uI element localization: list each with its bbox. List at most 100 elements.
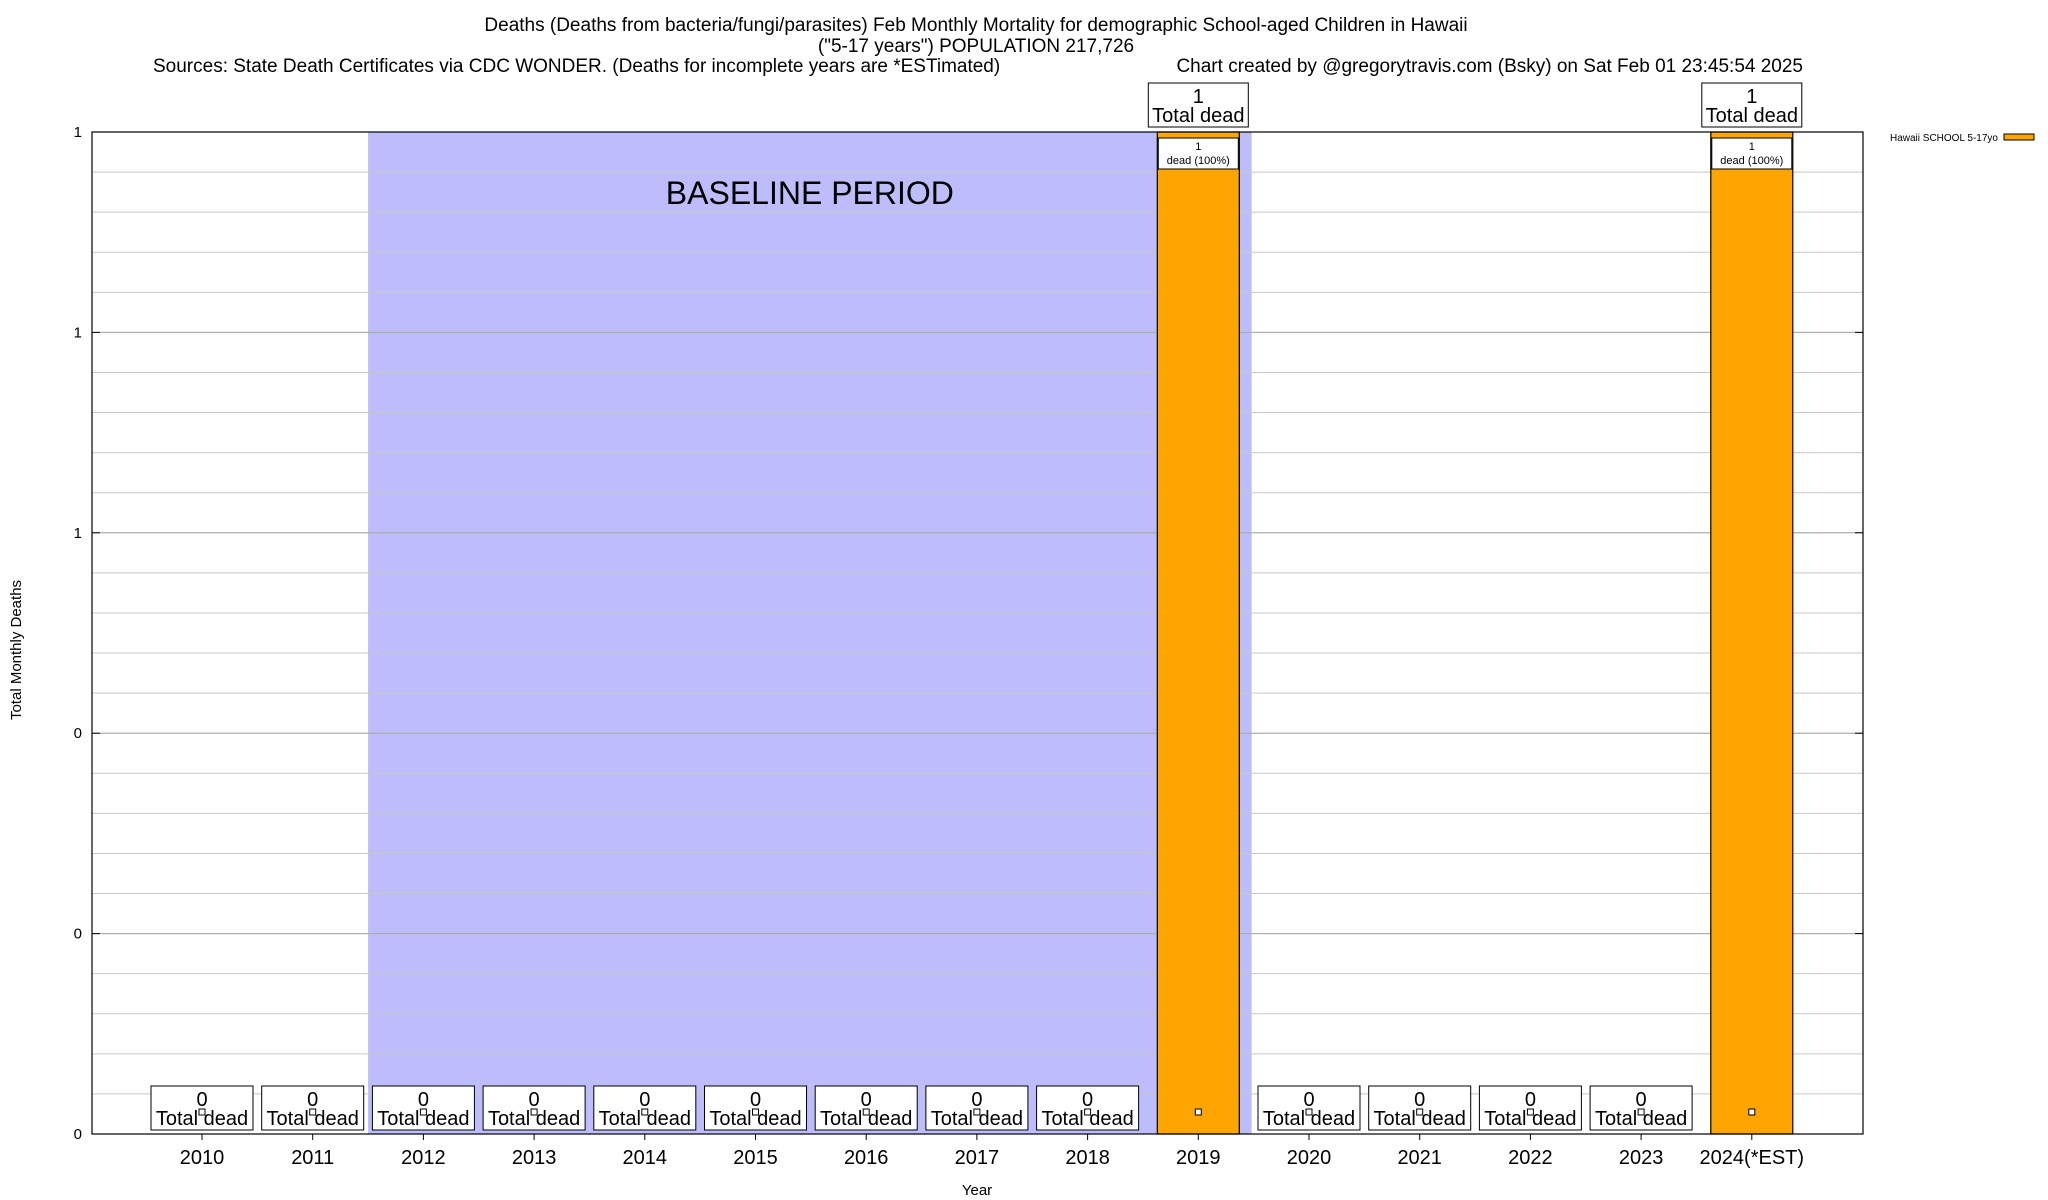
segment-label-box xyxy=(1711,137,1793,170)
x-tick-label: 2020 xyxy=(1287,1147,1332,1169)
x-tick-label: 2018 xyxy=(1065,1147,1110,1169)
segment-label-box xyxy=(1157,137,1239,170)
total-label-text: Total dead xyxy=(156,1108,248,1130)
x-marker xyxy=(419,1108,427,1116)
total-label-text: Total dead xyxy=(488,1108,580,1130)
segment-label-text: dead (100%) xyxy=(1720,155,1783,167)
bar-2019 xyxy=(1156,131,1240,1135)
segment-label-text: dead (100%) xyxy=(1167,155,1230,167)
x-tick-label: 2011 xyxy=(291,1147,334,1169)
x-axis-label: Year xyxy=(962,1182,992,1199)
x-marker xyxy=(1526,1108,1534,1116)
x-tick-label: 2010 xyxy=(180,1147,225,1169)
x-tick-label: 2024(*EST) xyxy=(1700,1147,1805,1169)
x-tick-label: 2017 xyxy=(955,1147,1000,1169)
total-label-value: 0 xyxy=(750,1089,761,1111)
total-label-value: 0 xyxy=(418,1089,429,1111)
baseline-period-band xyxy=(368,132,1252,1134)
legend-swatch xyxy=(2003,133,2035,141)
x-marker xyxy=(1416,1108,1424,1116)
x-marker xyxy=(1305,1108,1313,1116)
total-label-box xyxy=(1257,1085,1361,1131)
x-marker xyxy=(1637,1108,1645,1116)
total-label-text: Total dead xyxy=(1595,1108,1687,1130)
total-label-text: Total dead xyxy=(1706,105,1798,127)
x-marker xyxy=(530,1108,538,1116)
total-label-value: 0 xyxy=(1303,1089,1314,1111)
total-label-value: 0 xyxy=(307,1089,318,1111)
x-marker xyxy=(752,1108,759,1116)
total-label-text: Total dead xyxy=(599,1108,691,1130)
total-label-box xyxy=(1701,82,1803,128)
total-label-value: 0 xyxy=(1082,1089,1093,1111)
segment-label-value: 1 xyxy=(1195,141,1201,153)
segment-label-value: 1 xyxy=(1749,141,1755,153)
x-marker xyxy=(309,1108,317,1116)
legend: Hawaii SCHOOL 5-17yo xyxy=(1890,133,2035,144)
total-label-box xyxy=(814,1085,918,1131)
total-label-text: Total dead xyxy=(1263,1108,1355,1130)
total-label-text: Total dead xyxy=(820,1108,912,1130)
y-tick-label: 0 xyxy=(74,926,82,943)
total-label-box xyxy=(1589,1085,1693,1131)
x-tick-label: 2019 xyxy=(1176,1147,1221,1169)
total-label-box xyxy=(1036,1085,1140,1131)
total-label-value: 0 xyxy=(1525,1089,1536,1111)
total-label-box xyxy=(482,1085,586,1131)
total-label-box xyxy=(1368,1085,1472,1131)
total-label-text: Total dead xyxy=(267,1108,359,1130)
y-tick-label: 0 xyxy=(74,725,82,742)
x-tick-label: 2014 xyxy=(623,1147,668,1169)
total-label-value: 0 xyxy=(1414,1089,1425,1111)
chart-credit: Chart created by @gregorytravis.com (Bsk… xyxy=(1176,56,1803,77)
x-marker xyxy=(1084,1108,1092,1116)
x-tick-label: 2023 xyxy=(1619,1147,1664,1169)
total-label-text: Total dead xyxy=(1152,105,1244,127)
total-label-value: 0 xyxy=(971,1089,982,1111)
total-label-box xyxy=(150,1085,254,1131)
x-tick-label: 2015 xyxy=(733,1147,778,1169)
chart-title: Deaths (Deaths from bacteria/fungi/paras… xyxy=(484,15,1467,36)
total-label-value: 0 xyxy=(639,1089,650,1111)
y-tick-label: 0 xyxy=(74,1126,82,1143)
total-label-box xyxy=(1147,82,1249,128)
baseline-period-label: BASELINE PERIOD xyxy=(666,175,954,211)
x-marker xyxy=(862,1108,870,1116)
total-label-text: Total dead xyxy=(1041,1108,1133,1130)
total-label-text: Total dead xyxy=(377,1108,469,1130)
total-label-value: 1 xyxy=(1193,86,1204,108)
legend-label: Hawaii SCHOOL 5-17yo xyxy=(1890,133,1998,144)
x-marker xyxy=(1194,1108,1202,1116)
total-label-value: 1 xyxy=(1746,86,1757,108)
y-tick-label: 1 xyxy=(74,124,82,141)
total-label-text: Total dead xyxy=(709,1108,801,1130)
x-marker xyxy=(198,1108,206,1116)
total-label-box xyxy=(371,1085,475,1131)
y-tick-label: 1 xyxy=(74,324,82,341)
total-label-box xyxy=(704,1085,807,1131)
x-tick-label: 2022 xyxy=(1508,1147,1553,1169)
y-tick-label: 1 xyxy=(74,525,82,542)
x-tick-label: 2013 xyxy=(512,1147,557,1169)
total-label-box xyxy=(925,1085,1029,1131)
total-label-value: 0 xyxy=(1636,1089,1647,1111)
plot-area xyxy=(91,131,1864,1140)
x-tick-label: 2012 xyxy=(401,1147,446,1169)
y-axis-label: Total Monthly Deaths xyxy=(8,580,25,720)
chart-subtitle: ("5-17 years") POPULATION 217,726 xyxy=(818,36,1134,57)
x-tick-label: 2021 xyxy=(1397,1147,1442,1169)
total-label-value: 0 xyxy=(196,1089,207,1111)
total-label-box xyxy=(261,1085,365,1131)
total-label-box xyxy=(593,1085,697,1131)
total-label-value: 0 xyxy=(861,1089,872,1111)
chart-sources: Sources: State Death Certificates via CD… xyxy=(153,56,1000,77)
total-label-text: Total dead xyxy=(1484,1108,1576,1130)
plot-frame xyxy=(91,131,1864,1135)
total-label-text: Total dead xyxy=(931,1108,1023,1130)
chart-labels: BASELINE PERIOD 1 dead (100%) 1 dead (100%) 0… xyxy=(74,82,1805,1169)
bar-2024(*EST) xyxy=(1710,131,1794,1135)
x-marker xyxy=(973,1108,981,1116)
total-label-value: 0 xyxy=(529,1089,540,1111)
total-label-box xyxy=(1478,1085,1582,1131)
x-tick-label: 2016 xyxy=(844,1147,889,1169)
